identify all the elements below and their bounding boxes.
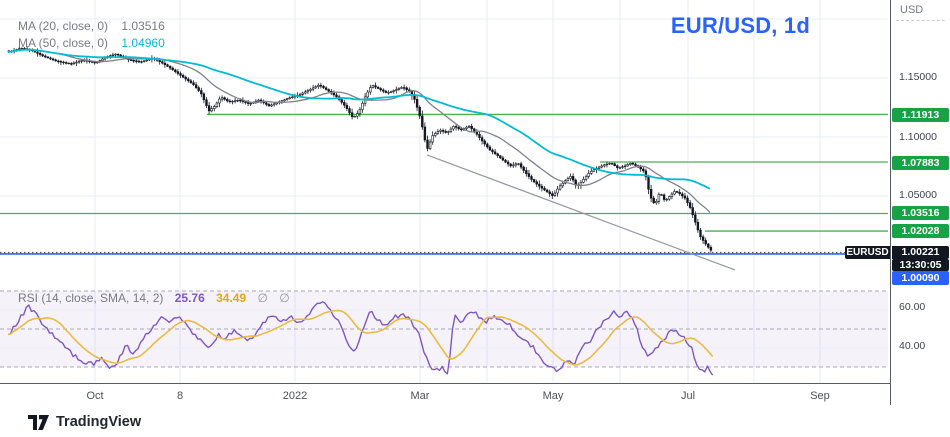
indicator-legend: MA (20, close, 0) 1.03516 MA (50, close,… (18, 18, 165, 52)
countdown-badge: 13:30:05 (892, 259, 949, 271)
time-label: 2022 (282, 390, 308, 402)
time-label: Sep (810, 390, 830, 402)
price-tick: 1.10000 (899, 131, 937, 143)
rsi-legend-empty-1: ∅ (257, 291, 268, 305)
level-lines (0, 113, 888, 232)
rsi-legend-row[interactable]: RSI (14, close, SMA, 14, 2) 25.76 34.49 … (18, 291, 290, 305)
ma20-legend-value: 1.03516 (121, 19, 165, 33)
trendline (426, 154, 736, 271)
price-lines (0, 251, 888, 255)
ma50-legend-value: 1.04960 (121, 36, 165, 50)
chart-region[interactable]: MA (20, close, 0) 1.03516 MA (50, close,… (0, 0, 890, 383)
rsi-line (7, 301, 714, 376)
tradingview-attribution[interactable]: TradingView (28, 412, 141, 432)
rsi-legend-empty-2: ∅ (279, 291, 290, 305)
price-tick: 1.15000 (899, 71, 937, 83)
tradingview-brand-text: TradingView (56, 414, 142, 430)
time-label: Oct (86, 390, 104, 402)
rsi-band (0, 290, 888, 368)
rsi-ma-line (7, 309, 714, 366)
price-axis[interactable]: USD 1.15000 1.10000 1.05000 1.11913 1.07… (890, 0, 950, 405)
tradingview-logo-icon (28, 414, 49, 430)
axis-currency-divider (896, 20, 945, 21)
time-label: May (542, 390, 564, 402)
grid-layer (0, 0, 888, 383)
level-price-badge: 1.07883 (892, 156, 949, 170)
axis-currency-label: USD (900, 4, 924, 16)
ma20-legend-label: MA (20, close, 0) (18, 19, 109, 33)
rsi-legend-value: 25.76 (174, 291, 205, 305)
price-tick: 1.05000 (899, 189, 937, 201)
rsi-tick: 60.00 (899, 301, 926, 313)
ma50-legend-row[interactable]: MA (50, close, 0) 1.04960 (18, 35, 165, 52)
ma20-line (7, 49, 711, 214)
ma50-legend-label: MA (50, close, 0) (18, 36, 109, 50)
ma50-line (7, 48, 711, 190)
level-price-badge: 1.11913 (892, 108, 949, 122)
rsi-ma-legend-value: 34.49 (216, 291, 247, 305)
time-label: Mar (410, 390, 430, 402)
time-label: 8 (176, 390, 184, 402)
price-chart-canvas[interactable] (0, 0, 890, 383)
rsi-tick: 40.00 (899, 340, 926, 352)
last-price-badge: 1.00221 (892, 246, 949, 259)
alert-price-badge: 1.00090 (892, 271, 949, 285)
symbol-price-tag: EURUSD (845, 246, 890, 259)
rsi-legend-label: RSI (14, close, SMA, 14, 2) (18, 291, 164, 305)
level-price-badge: 1.03516 (892, 206, 949, 220)
time-axis[interactable]: Oct 8 2022 Mar May Jul Sep (0, 383, 890, 405)
symbol-title[interactable]: EUR/USD, 1d (670, 13, 810, 38)
ma20-legend-row[interactable]: MA (20, close, 0) 1.03516 (18, 18, 165, 35)
level-price-badge: 1.02028 (892, 224, 949, 238)
time-label: Jul (680, 390, 696, 402)
